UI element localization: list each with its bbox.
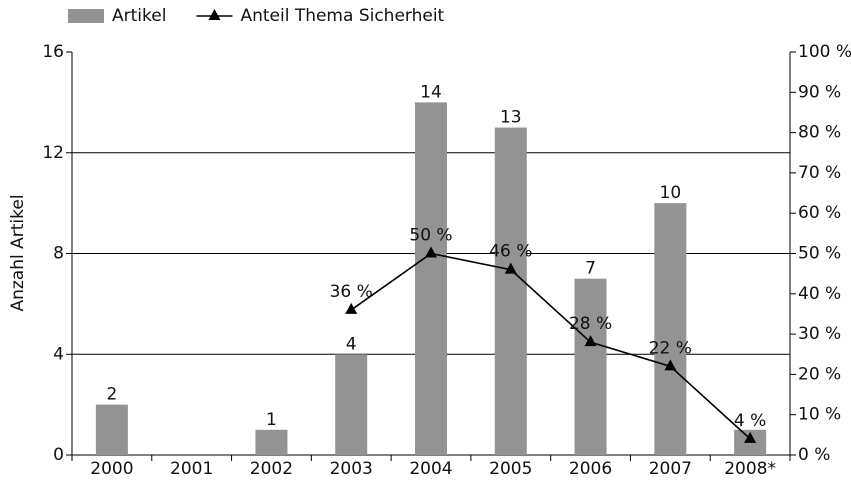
legend-label: Artikel (112, 6, 166, 26)
x-tick-label: 2002 (250, 459, 293, 479)
y-tick-label: 16 (42, 42, 64, 62)
bar-label: 7 (585, 259, 596, 279)
y2-tick-label: 0 % (798, 445, 830, 465)
line-marker (425, 246, 437, 258)
bar (654, 203, 687, 455)
bar-label: 14 (420, 82, 442, 102)
line-label: 36 % (330, 282, 373, 302)
bar-label: 4 (346, 334, 357, 354)
x-tick-label: 2004 (409, 459, 452, 479)
bar-label: 1 (266, 410, 277, 430)
x-tick-label: 2005 (489, 459, 532, 479)
bar (255, 429, 288, 455)
y2-tick-label: 50 % (798, 244, 841, 264)
bar (95, 404, 128, 455)
bar (574, 278, 607, 455)
x-tick-label: 2008* (724, 459, 776, 479)
line-marker (584, 335, 597, 347)
y2-tick-label: 20 % (798, 364, 841, 384)
x-tick-label: 2007 (649, 459, 692, 479)
x-tick-label: 2001 (170, 459, 213, 479)
line-marker (345, 302, 358, 314)
x-tick-label: 2006 (569, 459, 612, 479)
bar (415, 102, 447, 455)
y2-tick-label: 10 % (798, 405, 841, 425)
line-label: 50 % (409, 226, 452, 246)
y2-tick-label: 30 % (798, 324, 841, 344)
bar (335, 354, 368, 455)
y-tick-label: 12 (42, 143, 64, 163)
bar-label: 2 (106, 385, 117, 405)
y2-tick-label: 90 % (798, 82, 841, 102)
line-label: 4 % (734, 411, 766, 431)
y-tick-label: 0 (53, 445, 64, 465)
line-marker (664, 359, 677, 371)
line-label: 46 % (489, 242, 532, 262)
line-marker (744, 431, 757, 443)
y2-tick-label: 70 % (798, 163, 841, 183)
bar-label: 13 (500, 108, 522, 128)
y2-tick-label: 60 % (798, 203, 841, 223)
legend-label: Anteil Thema Sicherheit (240, 6, 444, 26)
y2-tick-label: 100 % (798, 42, 851, 62)
y-tick-label: 8 (53, 244, 64, 264)
x-tick-label: 2003 (330, 459, 373, 479)
line-label: 22 % (649, 338, 692, 358)
bar-label: 10 (660, 183, 682, 203)
y-tick-label: 4 (53, 344, 64, 364)
x-tick-label: 2000 (90, 459, 133, 479)
legend-marker (208, 9, 221, 20)
y-axis-label: Anzahl Artikel (8, 194, 28, 311)
line (350, 252, 751, 440)
bar (494, 127, 527, 455)
line-label: 28 % (569, 314, 612, 334)
line-marker (504, 262, 517, 274)
y2-tick-label: 80 % (798, 123, 841, 143)
legend-swatch (68, 9, 104, 23)
y2-tick-label: 40 % (798, 284, 841, 304)
